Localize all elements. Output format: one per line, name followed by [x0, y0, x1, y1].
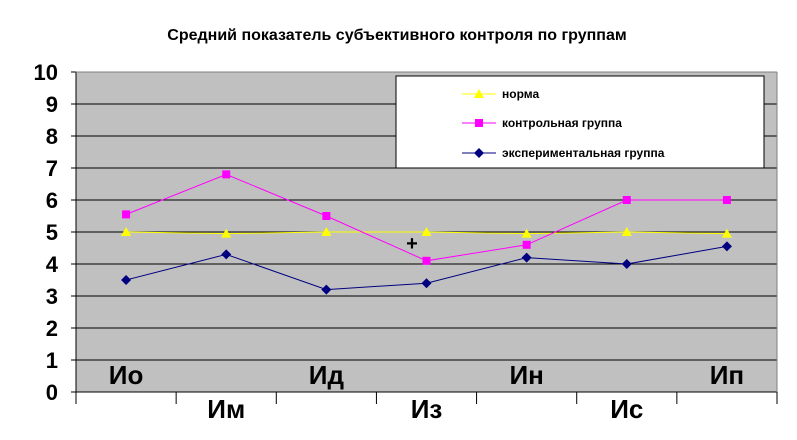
- x-category-label: Ис: [610, 394, 643, 424]
- series-2: [121, 241, 732, 295]
- data-point-diamond: [521, 252, 532, 263]
- data-point-square: [722, 196, 731, 204]
- x-category-label: Ин: [509, 360, 543, 390]
- data-point-square: [522, 240, 531, 249]
- data-point-triangle: [421, 227, 432, 236]
- data-point-diamond: [221, 249, 232, 260]
- x-category-label: Ип: [710, 360, 744, 390]
- y-tick-label: 1: [46, 348, 58, 373]
- legend-label: экспериментальная группа: [502, 146, 665, 160]
- data-point-diamond: [421, 278, 432, 289]
- y-tick-labels: 0 1 2 3 4 5 6 7 8 9 10: [34, 60, 59, 405]
- series-1: [122, 170, 731, 265]
- x-tick-labels: Ио Им Ид Из Ин Ис Ип: [109, 360, 744, 424]
- y-tick-label: 3: [46, 284, 58, 309]
- y-tick-label: 7: [46, 156, 58, 181]
- data-point-square: [122, 210, 131, 219]
- x-category-label: Ид: [309, 360, 345, 390]
- data-point-square: [475, 119, 483, 127]
- y-tick-label: 6: [46, 188, 58, 213]
- y-tick-label: 10: [34, 60, 58, 85]
- y-tick-label: 9: [46, 92, 58, 117]
- legend-label: норма: [502, 87, 539, 101]
- y-tick-label: 0: [46, 380, 58, 405]
- chart-title: Средний показатель субъективного контрол…: [167, 27, 626, 44]
- x-category-label: Им: [207, 394, 245, 424]
- data-point-square: [222, 170, 231, 179]
- data-point-triangle: [621, 227, 632, 236]
- y-tick-label: 5: [46, 220, 58, 245]
- y-tick-label: 2: [46, 316, 58, 341]
- data-point-triangle: [721, 228, 732, 238]
- data-point-diamond: [474, 148, 484, 158]
- y-tick-label: 8: [46, 124, 58, 149]
- data-point-diamond: [321, 284, 332, 295]
- data-point-square: [422, 256, 431, 265]
- axes: [71, 71, 778, 404]
- series-0: [121, 227, 732, 238]
- data-point-diamond: [721, 241, 732, 252]
- data-point-triangle: [474, 89, 484, 98]
- data-point-triangle: [521, 228, 532, 238]
- legend-label: контрольная группа: [502, 116, 622, 130]
- data-point-triangle: [221, 228, 232, 238]
- data-point-diamond: [121, 275, 132, 285]
- plus-annotation: +: [406, 233, 418, 255]
- y-tick-label: 4: [46, 252, 59, 277]
- data-point-square: [622, 196, 631, 204]
- data-point-triangle: [121, 227, 132, 236]
- data-point-triangle: [321, 227, 332, 236]
- data-point-diamond: [621, 259, 632, 269]
- legend-box: [395, 75, 765, 169]
- data-point-square: [322, 212, 331, 220]
- series-layer: [121, 170, 732, 295]
- x-category-label: Из: [411, 394, 443, 424]
- legend: норма контрольная группа экспериментальная…: [395, 75, 765, 169]
- x-category-label: Ио: [109, 360, 144, 390]
